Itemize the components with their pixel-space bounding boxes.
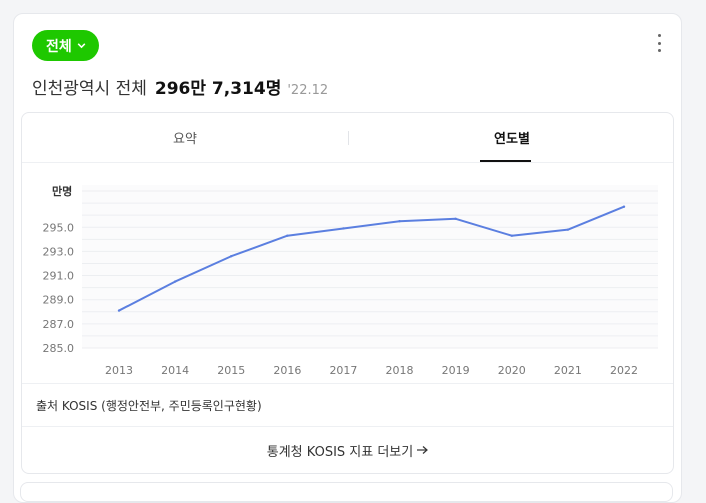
y-axis-unit: 만명 bbox=[52, 185, 73, 198]
data-point bbox=[342, 227, 345, 230]
data-point bbox=[230, 255, 233, 258]
reference-date: '22.12 bbox=[287, 83, 329, 98]
data-point bbox=[398, 220, 401, 223]
data-point bbox=[173, 280, 177, 283]
x-tick-label: 2014 bbox=[161, 364, 189, 377]
x-tick-label: 2018 bbox=[386, 364, 414, 377]
x-tick-label: 2020 bbox=[498, 364, 526, 377]
y-tick-label: 291.0 bbox=[43, 270, 75, 283]
y-tick-label: 293.0 bbox=[43, 245, 75, 258]
x-tick-label: 2016 bbox=[273, 364, 301, 377]
data-point bbox=[510, 234, 513, 237]
chart-area: 285.0 287.0 289.0 291.0 293.0 295.0 2013 2014 20… bbox=[22, 163, 673, 383]
series-line bbox=[118, 205, 625, 312]
headline: 인천광역시 전체 296만 7,314명 '22.12 bbox=[32, 74, 328, 99]
population-card: 전체 인천광역시 전체 296만 7,314명 '22.12 요약 연도별 28… bbox=[13, 13, 682, 503]
y-tick-label: 295.0 bbox=[43, 221, 75, 234]
arrow-right-icon bbox=[417, 446, 429, 454]
kosis-more-label: 통계청 KOSIS 지표 더보기 bbox=[266, 444, 414, 460]
data-point bbox=[566, 228, 570, 231]
x-tick-label: 2017 bbox=[329, 364, 357, 377]
population-line-chart: 285.0 287.0 289.0 291.0 293.0 295.0 2013 2014 20… bbox=[43, 185, 658, 377]
population-value: 296만 7,314명 bbox=[154, 79, 282, 99]
stats-panel: 요약 연도별 285.0 287.0 289.0 291.0 293.0 295.0 201… bbox=[21, 112, 674, 474]
data-point bbox=[117, 309, 121, 312]
tab-summary[interactable]: 요약 bbox=[173, 132, 197, 147]
next-card bbox=[20, 482, 673, 502]
x-tick-label: 2013 bbox=[105, 364, 133, 377]
x-tick-label: 2015 bbox=[217, 364, 245, 377]
filter-label: 전체 bbox=[46, 38, 72, 55]
data-point bbox=[286, 234, 289, 237]
data-point bbox=[622, 205, 626, 208]
tab-bar: 요약 연도별 bbox=[22, 113, 673, 163]
tab-yearly[interactable]: 연도별 bbox=[494, 132, 530, 147]
x-tick-label: 2022 bbox=[610, 364, 638, 377]
tab-divider bbox=[348, 131, 349, 145]
y-tick-label: 287.0 bbox=[43, 318, 75, 331]
y-tick-label: 289.0 bbox=[43, 294, 75, 307]
data-point bbox=[454, 217, 457, 221]
y-tick-label: 285.0 bbox=[43, 342, 75, 355]
filter-dropdown-button[interactable]: 전체 bbox=[32, 30, 99, 61]
region-name: 인천광역시 전체 bbox=[32, 79, 147, 99]
more-vertical-icon[interactable] bbox=[655, 34, 663, 52]
x-tick-label: 2019 bbox=[442, 364, 470, 377]
chevron-down-icon bbox=[77, 43, 86, 49]
kosis-more-link[interactable]: 통계청 KOSIS 지표 더보기 bbox=[22, 426, 673, 473]
source-note: 출처 KOSIS (행정안전부, 주민등록인구현황) bbox=[22, 383, 673, 426]
x-tick-label: 2021 bbox=[554, 364, 582, 377]
active-tab-indicator bbox=[480, 160, 531, 162]
plot-background bbox=[82, 185, 658, 348]
